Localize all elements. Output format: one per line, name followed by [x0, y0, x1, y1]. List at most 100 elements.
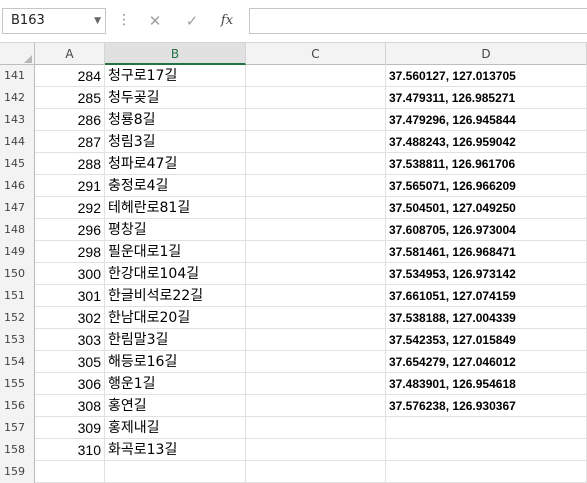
cell-a[interactable]: 296	[35, 219, 105, 241]
cell-d[interactable]: 37.581461, 126.968471	[386, 241, 587, 263]
cell-b[interactable]: 청구로17길	[105, 65, 246, 87]
cell-a[interactable]: 300	[35, 263, 105, 285]
cell-b[interactable]: 홍연길	[105, 395, 246, 417]
column-header-d[interactable]: D	[386, 43, 587, 65]
cell-c[interactable]	[246, 87, 386, 109]
cell-b[interactable]: 한글비석로22길	[105, 285, 246, 307]
spreadsheet-grid[interactable]: A B C D 141 284 청구로17길 37.560127, 127.01370…	[0, 43, 587, 483]
cell-d[interactable]: 37.479296, 126.945844	[386, 109, 587, 131]
cell-c[interactable]	[246, 109, 386, 131]
cell-a[interactable]: 287	[35, 131, 105, 153]
row-header[interactable]: 141	[0, 65, 35, 87]
cell-c[interactable]	[246, 307, 386, 329]
row-header[interactable]: 146	[0, 175, 35, 197]
cell-a[interactable]: 305	[35, 351, 105, 373]
cell-b[interactable]: 청룡8길	[105, 109, 246, 131]
column-header-a[interactable]: A	[35, 43, 105, 65]
cell-c[interactable]	[246, 373, 386, 395]
cell-b[interactable]: 청두곶길	[105, 87, 246, 109]
row-header[interactable]: 154	[0, 351, 35, 373]
cell-c[interactable]	[246, 285, 386, 307]
cell-a[interactable]: 302	[35, 307, 105, 329]
cell-a[interactable]	[35, 461, 105, 483]
cell-b[interactable]: 한림말3길	[105, 329, 246, 351]
cell-a[interactable]: 303	[35, 329, 105, 351]
cell-d[interactable]: 37.608705, 126.973004	[386, 219, 587, 241]
cell-d[interactable]	[386, 417, 587, 439]
cell-b[interactable]: 행운1길	[105, 373, 246, 395]
cell-b[interactable]	[105, 461, 246, 483]
cell-a[interactable]: 298	[35, 241, 105, 263]
cell-d[interactable]: 37.479311, 126.985271	[386, 87, 587, 109]
enter-icon[interactable]: ✓	[185, 12, 199, 30]
cell-b[interactable]: 청파로47길	[105, 153, 246, 175]
cell-b[interactable]: 한남대로20길	[105, 307, 246, 329]
row-header[interactable]: 152	[0, 307, 35, 329]
cell-c[interactable]	[246, 219, 386, 241]
cell-d[interactable]: 37.538811, 126.961706	[386, 153, 587, 175]
cell-a[interactable]: 306	[35, 373, 105, 395]
insert-function-icon[interactable]: fx	[220, 13, 234, 28]
cell-c[interactable]	[246, 351, 386, 373]
cancel-icon[interactable]: ✕	[148, 12, 162, 30]
cell-c[interactable]	[246, 153, 386, 175]
cell-d[interactable]: 37.560127, 127.013705	[386, 65, 587, 87]
row-header[interactable]: 147	[0, 197, 35, 219]
cell-c[interactable]	[246, 175, 386, 197]
row-header[interactable]: 148	[0, 219, 35, 241]
row-header[interactable]: 156	[0, 395, 35, 417]
cell-b[interactable]: 청림3길	[105, 131, 246, 153]
name-box[interactable]: B163 ▼	[2, 8, 106, 34]
cell-a[interactable]: 286	[35, 109, 105, 131]
cell-a[interactable]: 308	[35, 395, 105, 417]
row-header[interactable]: 159	[0, 461, 35, 483]
cell-d[interactable]: 37.654279, 127.046012	[386, 351, 587, 373]
cell-b[interactable]: 해등로16길	[105, 351, 246, 373]
cell-d[interactable]: 37.538188, 127.004339	[386, 307, 587, 329]
cell-a[interactable]: 284	[35, 65, 105, 87]
cell-d[interactable]	[386, 461, 587, 483]
cell-b[interactable]: 필운대로1길	[105, 241, 246, 263]
row-header[interactable]: 142	[0, 87, 35, 109]
cell-b[interactable]: 평창길	[105, 219, 246, 241]
cell-a[interactable]: 288	[35, 153, 105, 175]
cell-b[interactable]: 화곡로13길	[105, 439, 246, 461]
row-header[interactable]: 151	[0, 285, 35, 307]
cell-c[interactable]	[246, 395, 386, 417]
cell-d[interactable]: 37.542353, 127.015849	[386, 329, 587, 351]
cell-c[interactable]	[246, 461, 386, 483]
cell-a[interactable]: 309	[35, 417, 105, 439]
row-header[interactable]: 145	[0, 153, 35, 175]
cell-d[interactable]: 37.483901, 126.954618	[386, 373, 587, 395]
row-header[interactable]: 155	[0, 373, 35, 395]
cell-b[interactable]: 홍제내길	[105, 417, 246, 439]
cell-d[interactable]: 37.565071, 126.966209	[386, 175, 587, 197]
cell-d[interactable]: 37.576238, 126.930367	[386, 395, 587, 417]
cell-b[interactable]: 한강대로104길	[105, 263, 246, 285]
cell-d[interactable]	[386, 439, 587, 461]
cell-c[interactable]	[246, 197, 386, 219]
select-all-corner[interactable]	[0, 43, 35, 65]
cell-a[interactable]: 292	[35, 197, 105, 219]
row-header[interactable]: 143	[0, 109, 35, 131]
cell-a[interactable]: 301	[35, 285, 105, 307]
cell-d[interactable]: 37.534953, 126.973142	[386, 263, 587, 285]
column-header-b[interactable]: B	[105, 43, 246, 65]
cell-a[interactable]: 291	[35, 175, 105, 197]
cell-d[interactable]: 37.661051, 127.074159	[386, 285, 587, 307]
cell-d[interactable]: 37.488243, 126.959042	[386, 131, 587, 153]
cell-c[interactable]	[246, 65, 386, 87]
row-header[interactable]: 158	[0, 439, 35, 461]
cell-c[interactable]	[246, 417, 386, 439]
row-header[interactable]: 150	[0, 263, 35, 285]
cell-c[interactable]	[246, 241, 386, 263]
cell-c[interactable]	[246, 263, 386, 285]
cell-b[interactable]: 충정로4길	[105, 175, 246, 197]
row-header[interactable]: 149	[0, 241, 35, 263]
more-options-icon[interactable]: ⋮	[117, 12, 131, 28]
row-header[interactable]: 144	[0, 131, 35, 153]
cell-a[interactable]: 310	[35, 439, 105, 461]
cell-c[interactable]	[246, 439, 386, 461]
chevron-down-icon[interactable]: ▼	[94, 16, 101, 26]
row-header[interactable]: 157	[0, 417, 35, 439]
